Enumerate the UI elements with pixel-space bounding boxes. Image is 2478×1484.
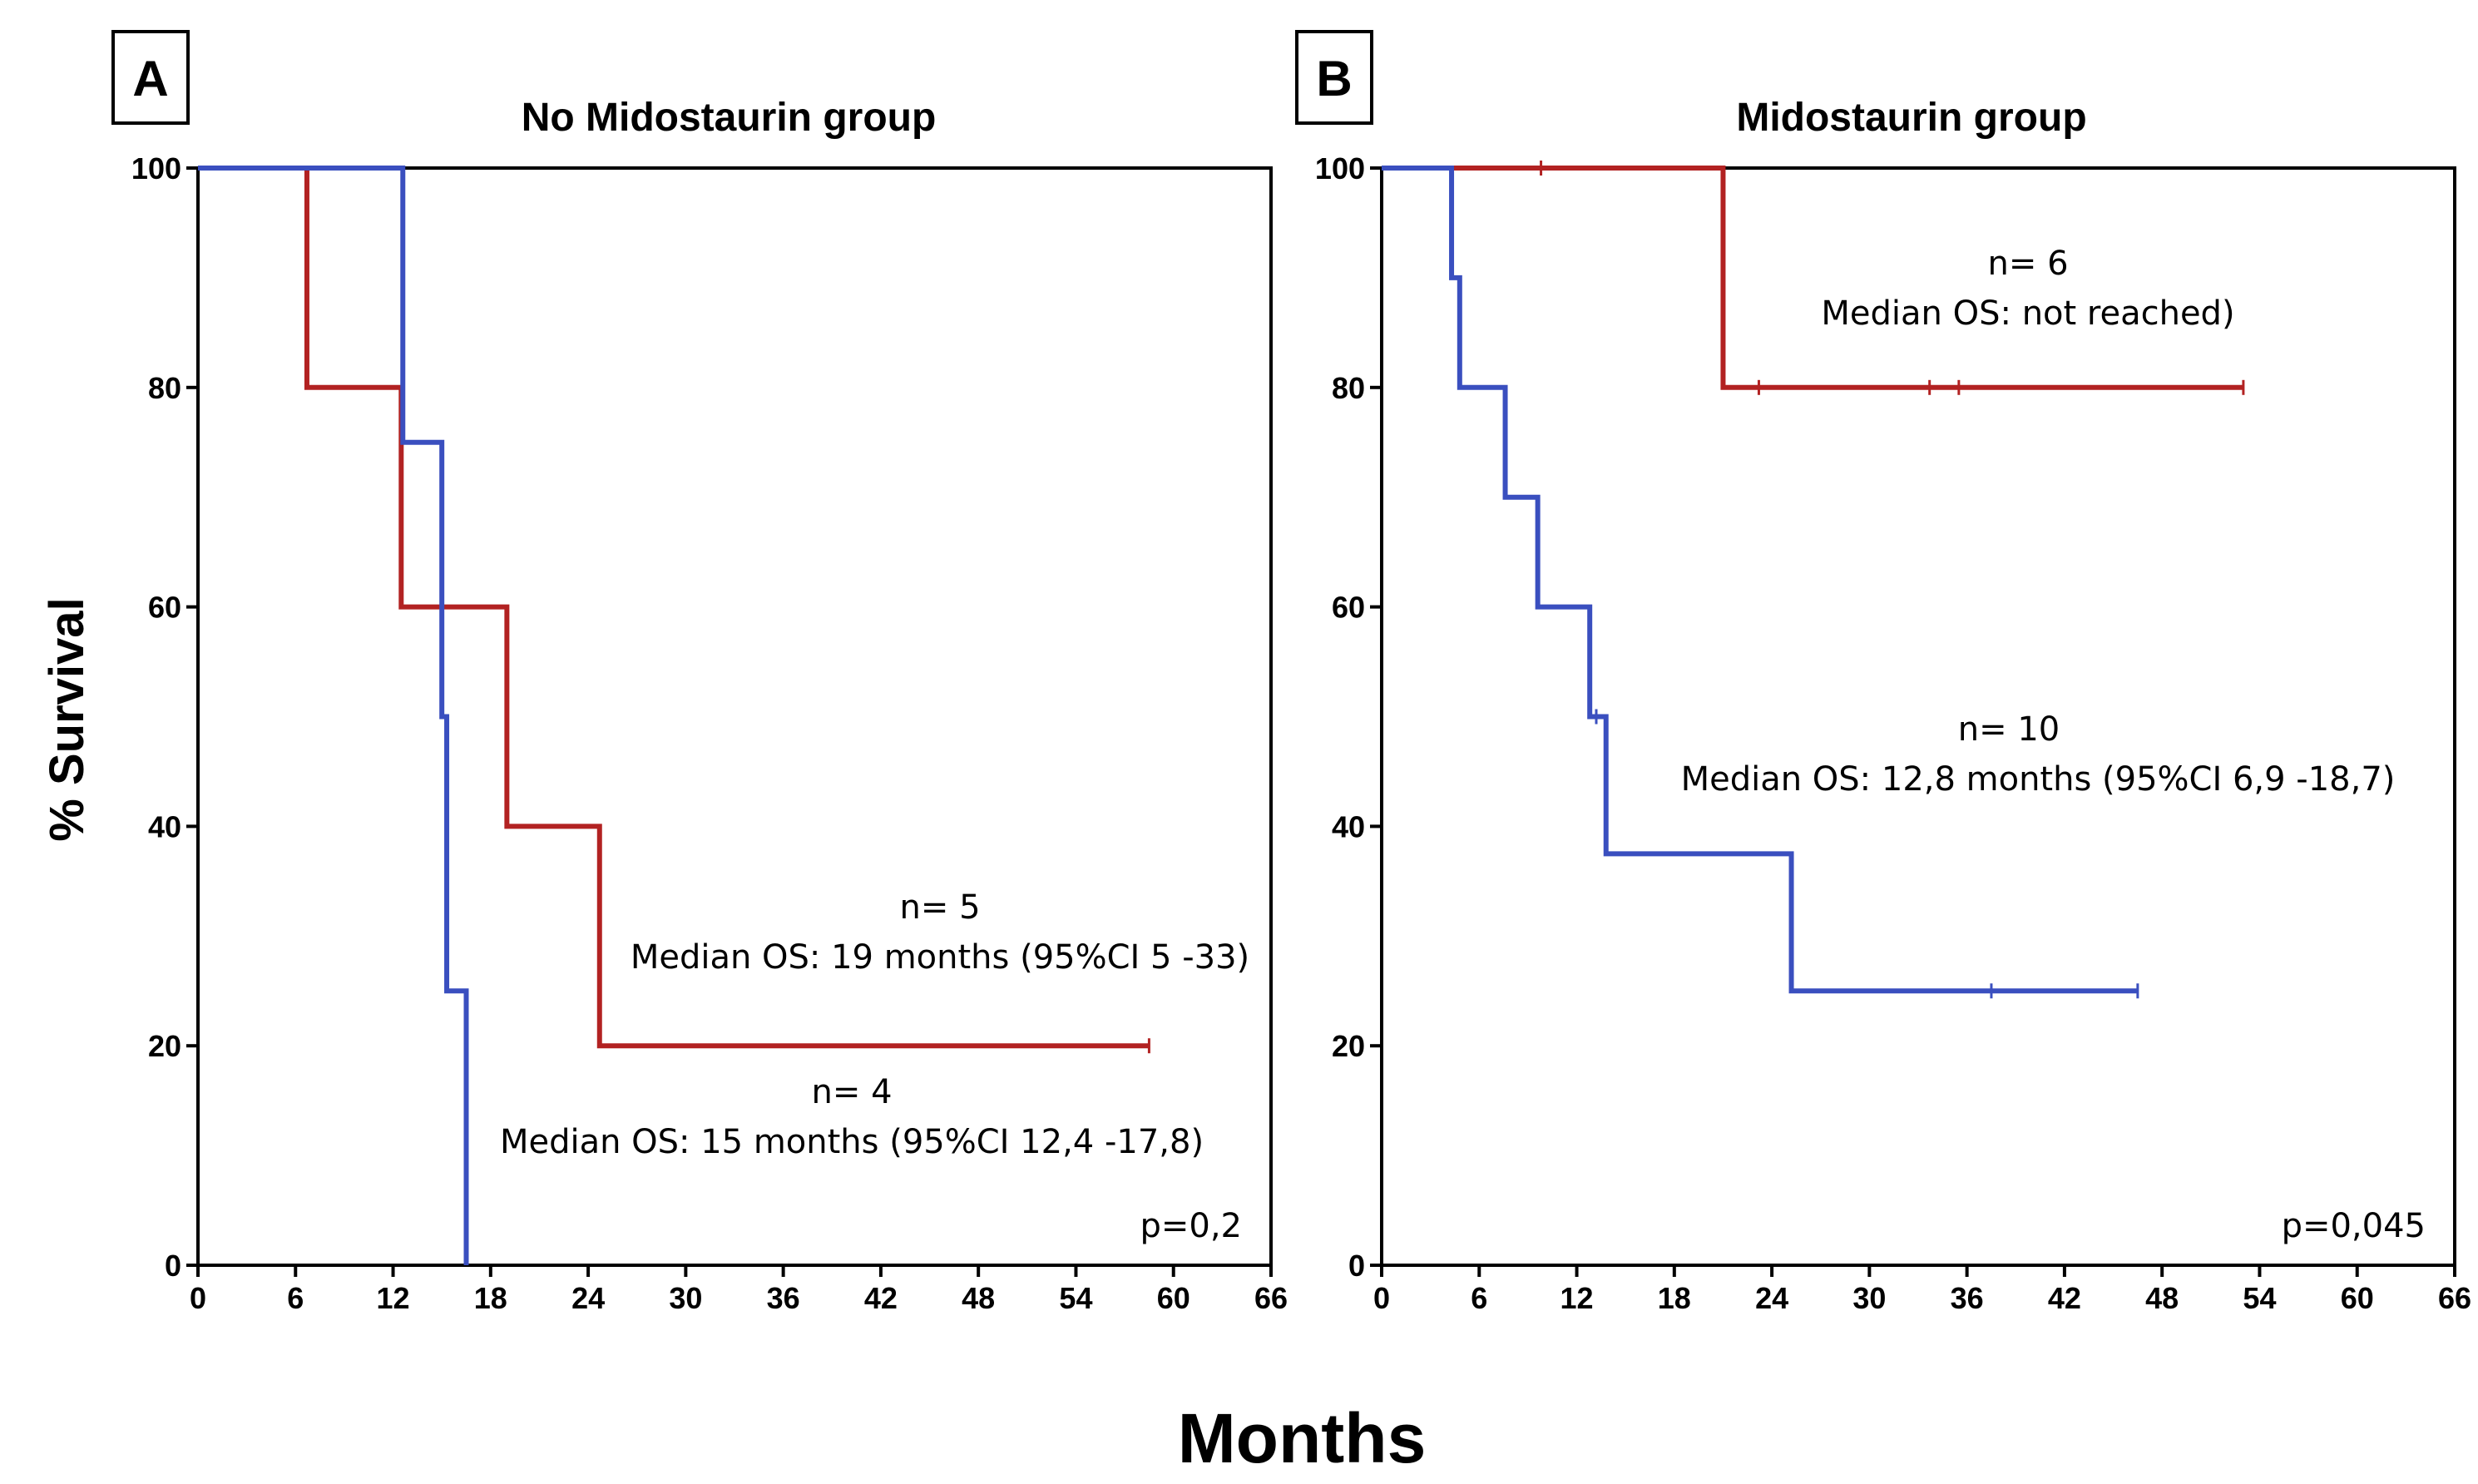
y-axis-title: % Survival xyxy=(40,597,94,841)
panel-b-plot-area: 0 6 12 18 24 30 36 42 48 54 60 66 0 20 40 60 80 100 xyxy=(1315,151,2471,1315)
panel-a-x-tick-label: 48 xyxy=(962,1281,995,1315)
panel-b-x-tick-label: 30 xyxy=(1852,1281,1886,1315)
panel-b-red-survival-curve xyxy=(1382,166,2243,390)
panel-a-red-survival-curve xyxy=(198,166,1150,1049)
panel-a: A No Midostaurin group 0 6 12 18 24 30 36 42 48 5… xyxy=(111,30,1288,1315)
panel-b-x-tick-label: 42 xyxy=(2048,1281,2081,1315)
panel-b-x-tick-label: 60 xyxy=(2341,1281,2374,1315)
panel-a-letter-box xyxy=(111,30,190,125)
panel-b-x-tick-label: 0 xyxy=(1373,1281,1390,1315)
panel-a-red-n: n= 5 xyxy=(899,888,980,927)
panel-b-frame xyxy=(1380,166,2456,1267)
panel-b-y-tick-label: 60 xyxy=(1332,591,1365,625)
panel-a-y-tick-label: 0 xyxy=(165,1249,181,1283)
panel-a-letter: A xyxy=(132,51,168,106)
panel-a-x-tick-label: 12 xyxy=(377,1281,410,1315)
panel-b-blue-survival-curve xyxy=(1382,166,2138,994)
panel-a-y-tick-label: 100 xyxy=(131,151,181,186)
panel-b-red-median: Median OS: not reached) xyxy=(1821,294,2234,333)
panel-a-y-tick-label: 40 xyxy=(148,809,181,843)
panel-a-plot-area: 0 6 12 18 24 30 36 42 48 54 60 66 0 20 40 60 80 100 xyxy=(131,151,1288,1315)
panel-b-y-tick-label: 80 xyxy=(1332,371,1365,405)
panel-a-p-value: p=0,2 xyxy=(1140,1207,1242,1245)
panel-b-x-tick-label: 18 xyxy=(1658,1281,1691,1315)
panel-b-x-tick-label: 48 xyxy=(2145,1281,2179,1315)
panel-a-blue-survival-curve xyxy=(198,166,469,1265)
panel-b-x-tick-label: 66 xyxy=(2438,1281,2471,1315)
panel-a-y-tick-label: 20 xyxy=(148,1029,181,1063)
panel-b-letter: B xyxy=(1316,51,1352,106)
panel-a-x-tick-label: 60 xyxy=(1157,1281,1190,1315)
panel-b-y-tick-label: 40 xyxy=(1332,809,1365,843)
panel-b-x-tick-label: 36 xyxy=(1951,1281,1984,1315)
panel-a-x-tick-label: 24 xyxy=(571,1281,605,1315)
panel-b: B Midostaurin group 0 6 12 18 24 30 36 42 48 54 60… xyxy=(1295,30,2471,1315)
panel-b-y-tick-label: 0 xyxy=(1348,1249,1365,1283)
panel-b-letter-box xyxy=(1295,30,1373,125)
panel-b-title: Midostaurin group xyxy=(1736,96,2086,140)
panel-a-y-tick-label: 60 xyxy=(148,591,181,625)
panel-a-x-tick-label: 54 xyxy=(1059,1281,1092,1315)
panel-a-x-tick-label: 18 xyxy=(474,1281,507,1315)
panel-a-x-tick-label: 30 xyxy=(669,1281,702,1315)
panel-b-p-value: p=0,045 xyxy=(2282,1207,2426,1245)
panel-b-blue-n: n= 10 xyxy=(1958,710,2060,749)
panel-a-x-tick-label: 0 xyxy=(190,1281,206,1315)
panel-b-red-n: n= 6 xyxy=(1987,245,2068,283)
panel-a-title: No Midostaurin group xyxy=(522,96,937,140)
panel-a-blue-median: Median OS: 15 months (95%CI 12,4 -17,8) xyxy=(500,1123,1204,1161)
panel-b-y-tick-label: 20 xyxy=(1332,1029,1365,1063)
panel-a-x-tick-label: 36 xyxy=(767,1281,800,1315)
panel-a-frame xyxy=(196,166,1273,1267)
panel-b-x-tick-label: 54 xyxy=(2243,1281,2276,1315)
x-axis-title: Months xyxy=(1178,1399,1427,1477)
panel-b-x-tick-label: 24 xyxy=(1755,1281,1788,1315)
panel-a-x-tick-label: 66 xyxy=(1254,1281,1288,1315)
panel-a-x-tick-label: 6 xyxy=(287,1281,304,1315)
panel-b-blue-median: Median OS: 12,8 months (95%CI 6,9 -18,7) xyxy=(1681,760,2396,799)
panel-b-x-tick-label: 12 xyxy=(1560,1281,1594,1315)
panel-b-x-tick-label: 6 xyxy=(1471,1281,1487,1315)
panel-a-x-tick-label: 42 xyxy=(864,1281,898,1315)
panel-a-y-tick-label: 80 xyxy=(148,371,181,405)
panel-b-y-tick-label: 100 xyxy=(1315,151,1365,186)
panel-a-blue-n: n= 4 xyxy=(811,1073,892,1111)
panel-a-red-median: Median OS: 19 months (95%CI 5 -33) xyxy=(631,938,1249,977)
